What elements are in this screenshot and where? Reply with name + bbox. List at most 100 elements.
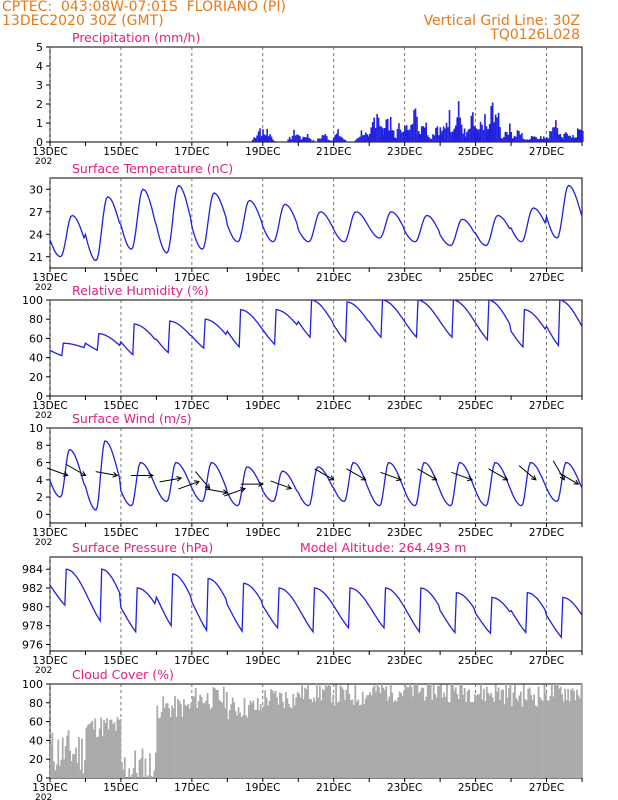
precip-bar	[538, 138, 541, 142]
cloud-bar	[561, 694, 564, 778]
cloud-bar	[214, 688, 216, 778]
precip-bar	[428, 137, 430, 142]
x-tick-label: 17DEC	[174, 655, 209, 667]
precip-bar	[341, 137, 344, 142]
wind-arrow	[95, 471, 118, 476]
panel-frame	[49, 299, 583, 397]
precip-bar	[510, 131, 513, 142]
cloud-bar	[415, 684, 417, 778]
precip-bar	[519, 134, 522, 142]
y-tick-label: 5	[36, 41, 43, 54]
cloud-bar	[546, 700, 549, 778]
cloud-bar	[287, 703, 290, 778]
precip-bar	[297, 140, 300, 142]
cloud-bar	[91, 720, 94, 778]
cloud-bar	[388, 696, 391, 778]
precip-bar	[251, 139, 254, 142]
cloud-bar	[332, 694, 335, 778]
cloud-bar	[493, 701, 496, 778]
x-tick-label: 23DEC	[387, 782, 422, 794]
cloud-bar	[392, 702, 395, 778]
x-tick-label: 17DEC	[174, 146, 209, 158]
cloud-bar	[191, 696, 194, 778]
wind-arrow	[46, 467, 68, 476]
cloud-bar	[76, 763, 79, 778]
cloud-bar	[462, 694, 465, 778]
precip-bar	[320, 138, 322, 142]
precip-bar	[379, 138, 382, 142]
cloud-bar	[85, 727, 88, 778]
x-tick-label: 25DEC	[458, 146, 493, 158]
x-tick-label: 13DEC	[32, 400, 67, 412]
cloud-bar	[64, 746, 67, 778]
cloud-bar	[259, 704, 262, 778]
year-label: 202	[35, 411, 52, 421]
cloud-bar	[451, 684, 454, 778]
precip-bar	[329, 140, 331, 142]
precip-bar	[547, 138, 550, 142]
precip-bar	[496, 117, 498, 142]
cloud-bar	[360, 704, 363, 778]
cloud-bar	[333, 705, 336, 778]
cloud-bar	[224, 708, 227, 778]
x-tick-label: 21DEC	[316, 146, 351, 158]
precip-bar	[559, 134, 562, 142]
precip-bar	[513, 135, 516, 142]
cloud-bar	[480, 684, 482, 778]
cloud-bar	[233, 702, 236, 778]
cloud-bar	[58, 766, 61, 778]
cloud-bar	[386, 700, 389, 778]
cloud-bar	[310, 699, 312, 778]
panel-frame	[49, 46, 583, 143]
cloud-bar	[478, 694, 481, 778]
precip-bar	[533, 136, 536, 142]
precip-bar	[497, 112, 500, 142]
cloud-bar	[564, 688, 567, 778]
cloud-bar	[97, 736, 100, 778]
precip-bar	[577, 139, 580, 142]
y-tick-label: 3	[36, 79, 43, 92]
cloud-bar	[341, 687, 343, 778]
cloud-bar	[502, 689, 504, 778]
cloud-bar	[378, 687, 380, 778]
precip-bar	[392, 130, 395, 142]
cloud-bar	[527, 689, 530, 778]
x-tick-label: 17DEC	[174, 400, 209, 412]
precip-bar	[500, 139, 502, 142]
precip-bar	[359, 136, 361, 142]
cloud-bar	[55, 764, 58, 778]
cloud-bar	[394, 700, 397, 778]
cloud-bar	[316, 684, 318, 778]
cloud-bar	[542, 700, 544, 778]
cloud-bar	[423, 700, 426, 778]
cloud-bar	[324, 684, 327, 778]
cloud-bar	[69, 750, 71, 778]
cloud-bar	[321, 689, 324, 778]
cloud-bar	[190, 702, 193, 778]
precip-bar	[467, 129, 470, 142]
cloud-bar	[338, 701, 340, 778]
precip-bar	[560, 139, 563, 142]
precip-bar	[454, 125, 457, 142]
precip-bar	[408, 129, 411, 142]
pressure-line	[49, 568, 583, 639]
precip-bar	[501, 138, 504, 142]
cloud-bar	[277, 704, 280, 778]
x-tick-label: 19DEC	[245, 146, 280, 158]
cloud-bar	[163, 707, 166, 778]
precip-bar	[441, 130, 443, 142]
x-tick-label: 19DEC	[245, 655, 280, 667]
wind-arrow-head	[502, 475, 509, 481]
precip-bar	[256, 135, 258, 142]
cloud-bar	[534, 705, 537, 778]
cloud-bar	[208, 703, 210, 778]
precip-bar	[370, 127, 372, 142]
y-tick-label: 0	[36, 136, 43, 149]
cloud-bar	[567, 689, 569, 778]
year-label: 202	[35, 283, 52, 293]
cloud-bar	[367, 695, 370, 778]
cloud-bar	[282, 701, 284, 778]
cloud-bar	[376, 684, 379, 778]
x-tick-label: 23DEC	[387, 400, 422, 412]
cloud-bar	[197, 701, 200, 778]
